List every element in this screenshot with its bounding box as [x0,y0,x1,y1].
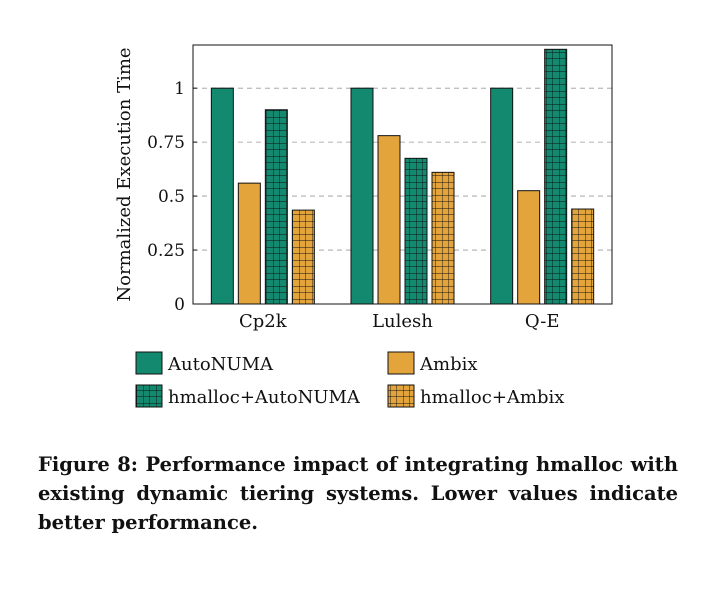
legend-swatch [387,384,415,408]
y-tick-label: 0 [174,295,185,315]
plot-frame [192,44,613,305]
y-axis-label: Normalized Execution Time [114,47,135,301]
x-tick-label: Lulesh [372,311,433,332]
bar-autonuma-lulesh [350,87,374,305]
bar-ambix-cp2k [237,182,261,305]
x-tick-label: Q-E [525,311,560,332]
legend-label: AutoNUMA [167,354,274,375]
legend-label: Ambix [419,354,478,375]
legend-swatch [135,351,163,375]
y-tick-label: 0.75 [147,133,185,153]
gridlines [193,87,612,251]
y-tick-label: 1 [174,79,185,99]
y-tick-label: 0.25 [147,241,185,261]
bar-autonuma-q-e [490,87,514,305]
legend-label: hmalloc+Ambix [420,387,564,408]
bar-hmalloc-autonuma-q-e [544,48,568,305]
y-axis: 0 0.25 0.5 0.75 1 [147,79,197,315]
legend-swatch [387,351,415,375]
bar-autonuma-cp2k [210,87,234,305]
bar-hmalloc-autonuma-cp2k [264,109,288,305]
legend: AutoNUMA Ambix hmalloc+AutoNUMA hmalloc+Amb… [135,351,564,408]
bar-chart: 0 0.25 0.5 0.75 1 Cp2k Lulesh Q-E Normalized E… [114,44,613,408]
bars [210,48,595,305]
y-tick-label: 0.5 [158,187,185,207]
figure-caption: Figure 8: Performance impact of integrat… [38,453,678,534]
legend-swatch [135,384,163,408]
x-axis: Cp2k Lulesh Q-E [239,311,559,332]
legend-label: hmalloc+AutoNUMA [168,387,361,408]
bar-hmalloc-autonuma-lulesh [404,157,428,305]
bar-ambix-q-e [517,190,541,305]
x-tick-label: Cp2k [239,311,288,332]
bar-hmalloc-ambix-lulesh [431,171,455,305]
bar-hmalloc-ambix-q-e [571,208,595,305]
bar-ambix-lulesh [377,135,401,305]
bar-hmalloc-ambix-cp2k [291,209,315,305]
